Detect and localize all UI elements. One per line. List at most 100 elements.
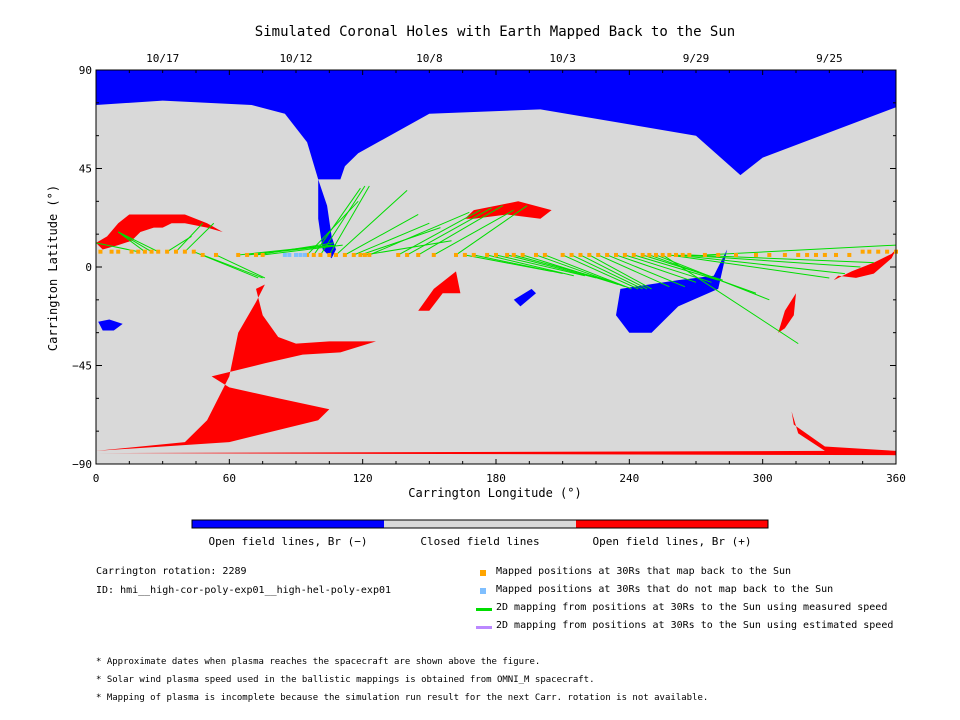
mapping-line	[397, 209, 481, 256]
mapped-point	[156, 249, 161, 254]
mapped-point	[814, 252, 818, 257]
measured-line-icon	[476, 608, 492, 611]
mapped-point	[805, 252, 810, 257]
mapped-point	[734, 252, 738, 257]
mapped-point	[98, 249, 103, 254]
mapped-point	[367, 252, 372, 257]
mapped-point	[129, 249, 134, 254]
estimated-line-icon	[476, 626, 492, 629]
mapped-point	[254, 252, 258, 257]
mapped-point	[165, 249, 170, 254]
mapped-point	[462, 252, 467, 257]
carrington-rotation: Carrington rotation: 2289	[96, 566, 247, 577]
mapped-point	[674, 252, 678, 257]
run-id: ID: hmi__high-cor-poly-exp01__high-hel-p…	[96, 585, 392, 596]
mapping-line	[649, 254, 757, 294]
mapped-point	[214, 252, 218, 257]
date-tick-label: 9/29	[683, 52, 710, 65]
unmapped-point	[294, 252, 298, 257]
mapping-line	[662, 254, 799, 345]
mapping-line	[344, 214, 419, 256]
date-tick-label: 10/17	[146, 52, 179, 65]
mapped-point	[351, 252, 356, 257]
mapped-point	[660, 252, 665, 257]
mapping-line	[571, 254, 643, 290]
mapped-point	[754, 252, 758, 257]
colorbar-segment	[384, 520, 576, 528]
negative-coronal-hole	[616, 249, 728, 333]
mapped-point	[687, 252, 692, 257]
mapped-point	[109, 249, 114, 254]
mapping-line	[455, 205, 528, 256]
date-tick-label: 9/25	[816, 52, 843, 65]
colorbar-label-closed: Closed field lines	[420, 535, 540, 548]
mapped-point	[631, 252, 636, 257]
mapped-point	[485, 252, 490, 257]
colorbar	[191, 519, 769, 529]
unmapped-point	[302, 252, 307, 257]
mapping-line	[606, 254, 686, 288]
unmapped-point	[282, 252, 287, 257]
mapped-point	[471, 252, 476, 257]
mapped-point	[245, 252, 250, 257]
mapped-point	[596, 252, 601, 257]
mapped-point	[782, 252, 787, 257]
mapped-point	[796, 252, 801, 257]
mapped-point	[834, 252, 838, 257]
mapping-line	[598, 254, 670, 288]
mapped-point	[587, 252, 592, 257]
colorbar-segment	[576, 520, 768, 528]
colorbar-frame	[191, 519, 769, 529]
mapped-point	[142, 249, 147, 254]
mapping-line	[522, 254, 619, 285]
mapping-line	[633, 254, 719, 281]
mapped-point	[716, 252, 721, 257]
mapping-line	[535, 254, 626, 288]
mapped-point	[860, 249, 865, 254]
mapping-line	[473, 254, 563, 275]
mapped-point	[305, 252, 310, 257]
x-axis-label: Carrington Longitude (°)	[408, 486, 581, 500]
mapped-point	[431, 252, 436, 257]
mapped-point	[182, 249, 187, 254]
footnote-incomplete: * Mapping of plasma is incomplete becaus…	[96, 693, 709, 703]
mapped-point	[560, 252, 565, 257]
mapping-line	[486, 254, 574, 277]
mapping-line	[417, 205, 503, 256]
mapping-line	[562, 254, 639, 290]
mapping-line	[353, 222, 430, 256]
mapped-point	[327, 252, 332, 257]
mapped-point	[767, 252, 772, 257]
mapping-line	[313, 187, 361, 256]
mapped-point	[647, 252, 652, 257]
date-tick-label: 10/12	[279, 52, 312, 65]
mapping-line	[589, 254, 652, 290]
mapped-point	[667, 252, 672, 257]
mapped-point	[640, 252, 645, 257]
mapped-point	[236, 252, 241, 257]
mapping-line	[262, 244, 343, 256]
mapping-line	[320, 185, 366, 256]
mapped-point	[136, 249, 141, 254]
date-tick-label: 10/3	[549, 52, 576, 65]
mapping-line	[615, 254, 697, 283]
mapping-line	[682, 254, 861, 268]
mapping-line	[118, 231, 159, 253]
mapped-point	[542, 252, 547, 257]
x-tick-label: 300	[753, 472, 773, 485]
legend-label: 2D mapping from positions at 30Rs to the…	[496, 620, 894, 631]
legend-label: Mapped positions at 30Rs that do not map…	[496, 584, 834, 595]
y-tick-label: −45	[72, 360, 92, 373]
mapping-line	[364, 240, 452, 256]
mapping-line	[335, 190, 408, 256]
mapped-point	[622, 252, 627, 257]
mapping-line	[544, 254, 632, 290]
mapped-point	[405, 252, 410, 257]
mapped-point	[454, 252, 458, 257]
positive-coronal-hole	[778, 293, 796, 333]
mapped-point	[702, 252, 707, 257]
mapped-point	[396, 252, 401, 257]
mapping-line	[669, 254, 830, 279]
mapping-line	[202, 254, 263, 279]
x-tick-label: 60	[223, 472, 236, 485]
